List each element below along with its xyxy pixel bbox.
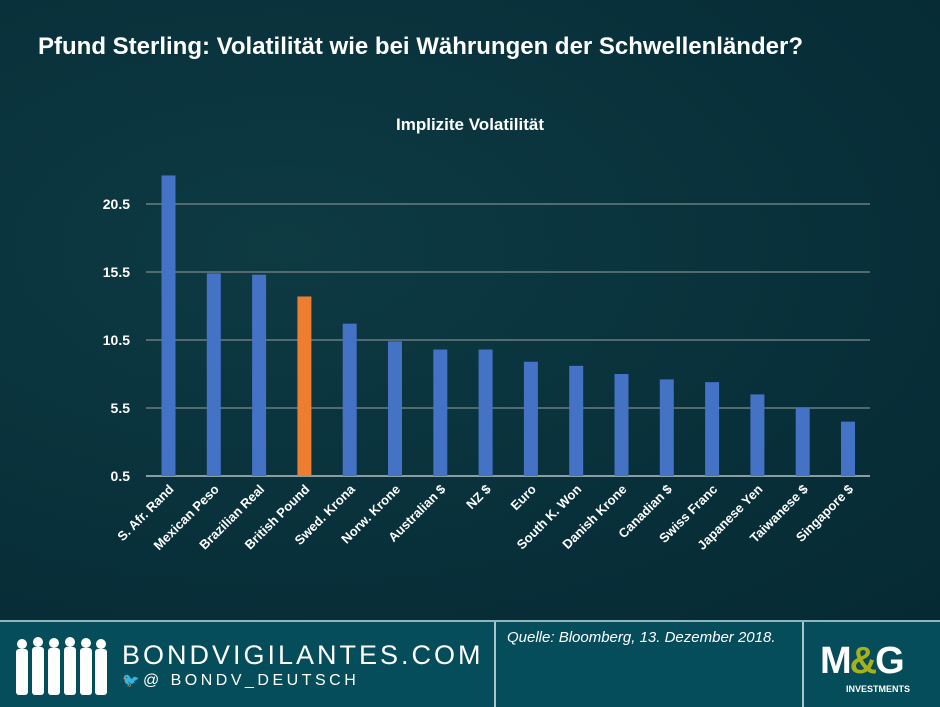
background (0, 0, 940, 620)
people-silhouette-icon (16, 637, 107, 695)
bar-british-pound (297, 296, 312, 476)
logo-subtext: INVESTMENTS (846, 684, 911, 694)
bar-norw-krone (388, 341, 402, 476)
site-link[interactable]: BONDVIGILANTES.COM (122, 640, 484, 670)
y-tick-label: 0.5 (111, 468, 131, 484)
bar-euro (523, 361, 538, 476)
divider (802, 622, 804, 707)
bar-singapore- (841, 421, 855, 476)
bar-canadian- (659, 379, 674, 476)
bar-south-k-won (569, 365, 584, 476)
bar-mexican-peso (206, 273, 221, 476)
bar-australian- (433, 349, 448, 476)
bar-s-afr-rand (161, 175, 176, 476)
bar-japanese-yen (750, 394, 765, 476)
x-tick-label: NZ $ (463, 481, 494, 512)
source-note: Quelle: Bloomberg, 13. Dezember 2018. (507, 629, 776, 646)
bar-brazilian-real (252, 274, 267, 476)
y-tick-label: 15.5 (103, 264, 130, 280)
y-tick-label: 20.5 (103, 196, 130, 212)
footer: BONDVIGILANTES.COM 🐦@ BONDV_DEUTSCH Quel… (0, 620, 940, 707)
y-tick-label: 5.5 (111, 400, 131, 416)
y-tick-label: 10.5 (103, 332, 130, 348)
mg-logo: M&G (820, 640, 905, 682)
bar-nz- (478, 349, 493, 476)
bar-danish-krone (614, 374, 629, 476)
twitter-handle[interactable]: 🐦@ BONDV_DEUTSCH (122, 672, 360, 689)
twitter-icon: 🐦 (122, 672, 143, 688)
bar-swiss-franc (705, 382, 720, 476)
chart-title: Implizite Volatilität (396, 115, 544, 134)
page-title: Pfund Sterling: Volatilität wie bei Währ… (38, 33, 803, 60)
bar-swed-krona (342, 323, 357, 476)
x-tick-label: Euro (507, 481, 539, 513)
bar-taiwanese- (795, 408, 810, 476)
divider (494, 622, 496, 707)
